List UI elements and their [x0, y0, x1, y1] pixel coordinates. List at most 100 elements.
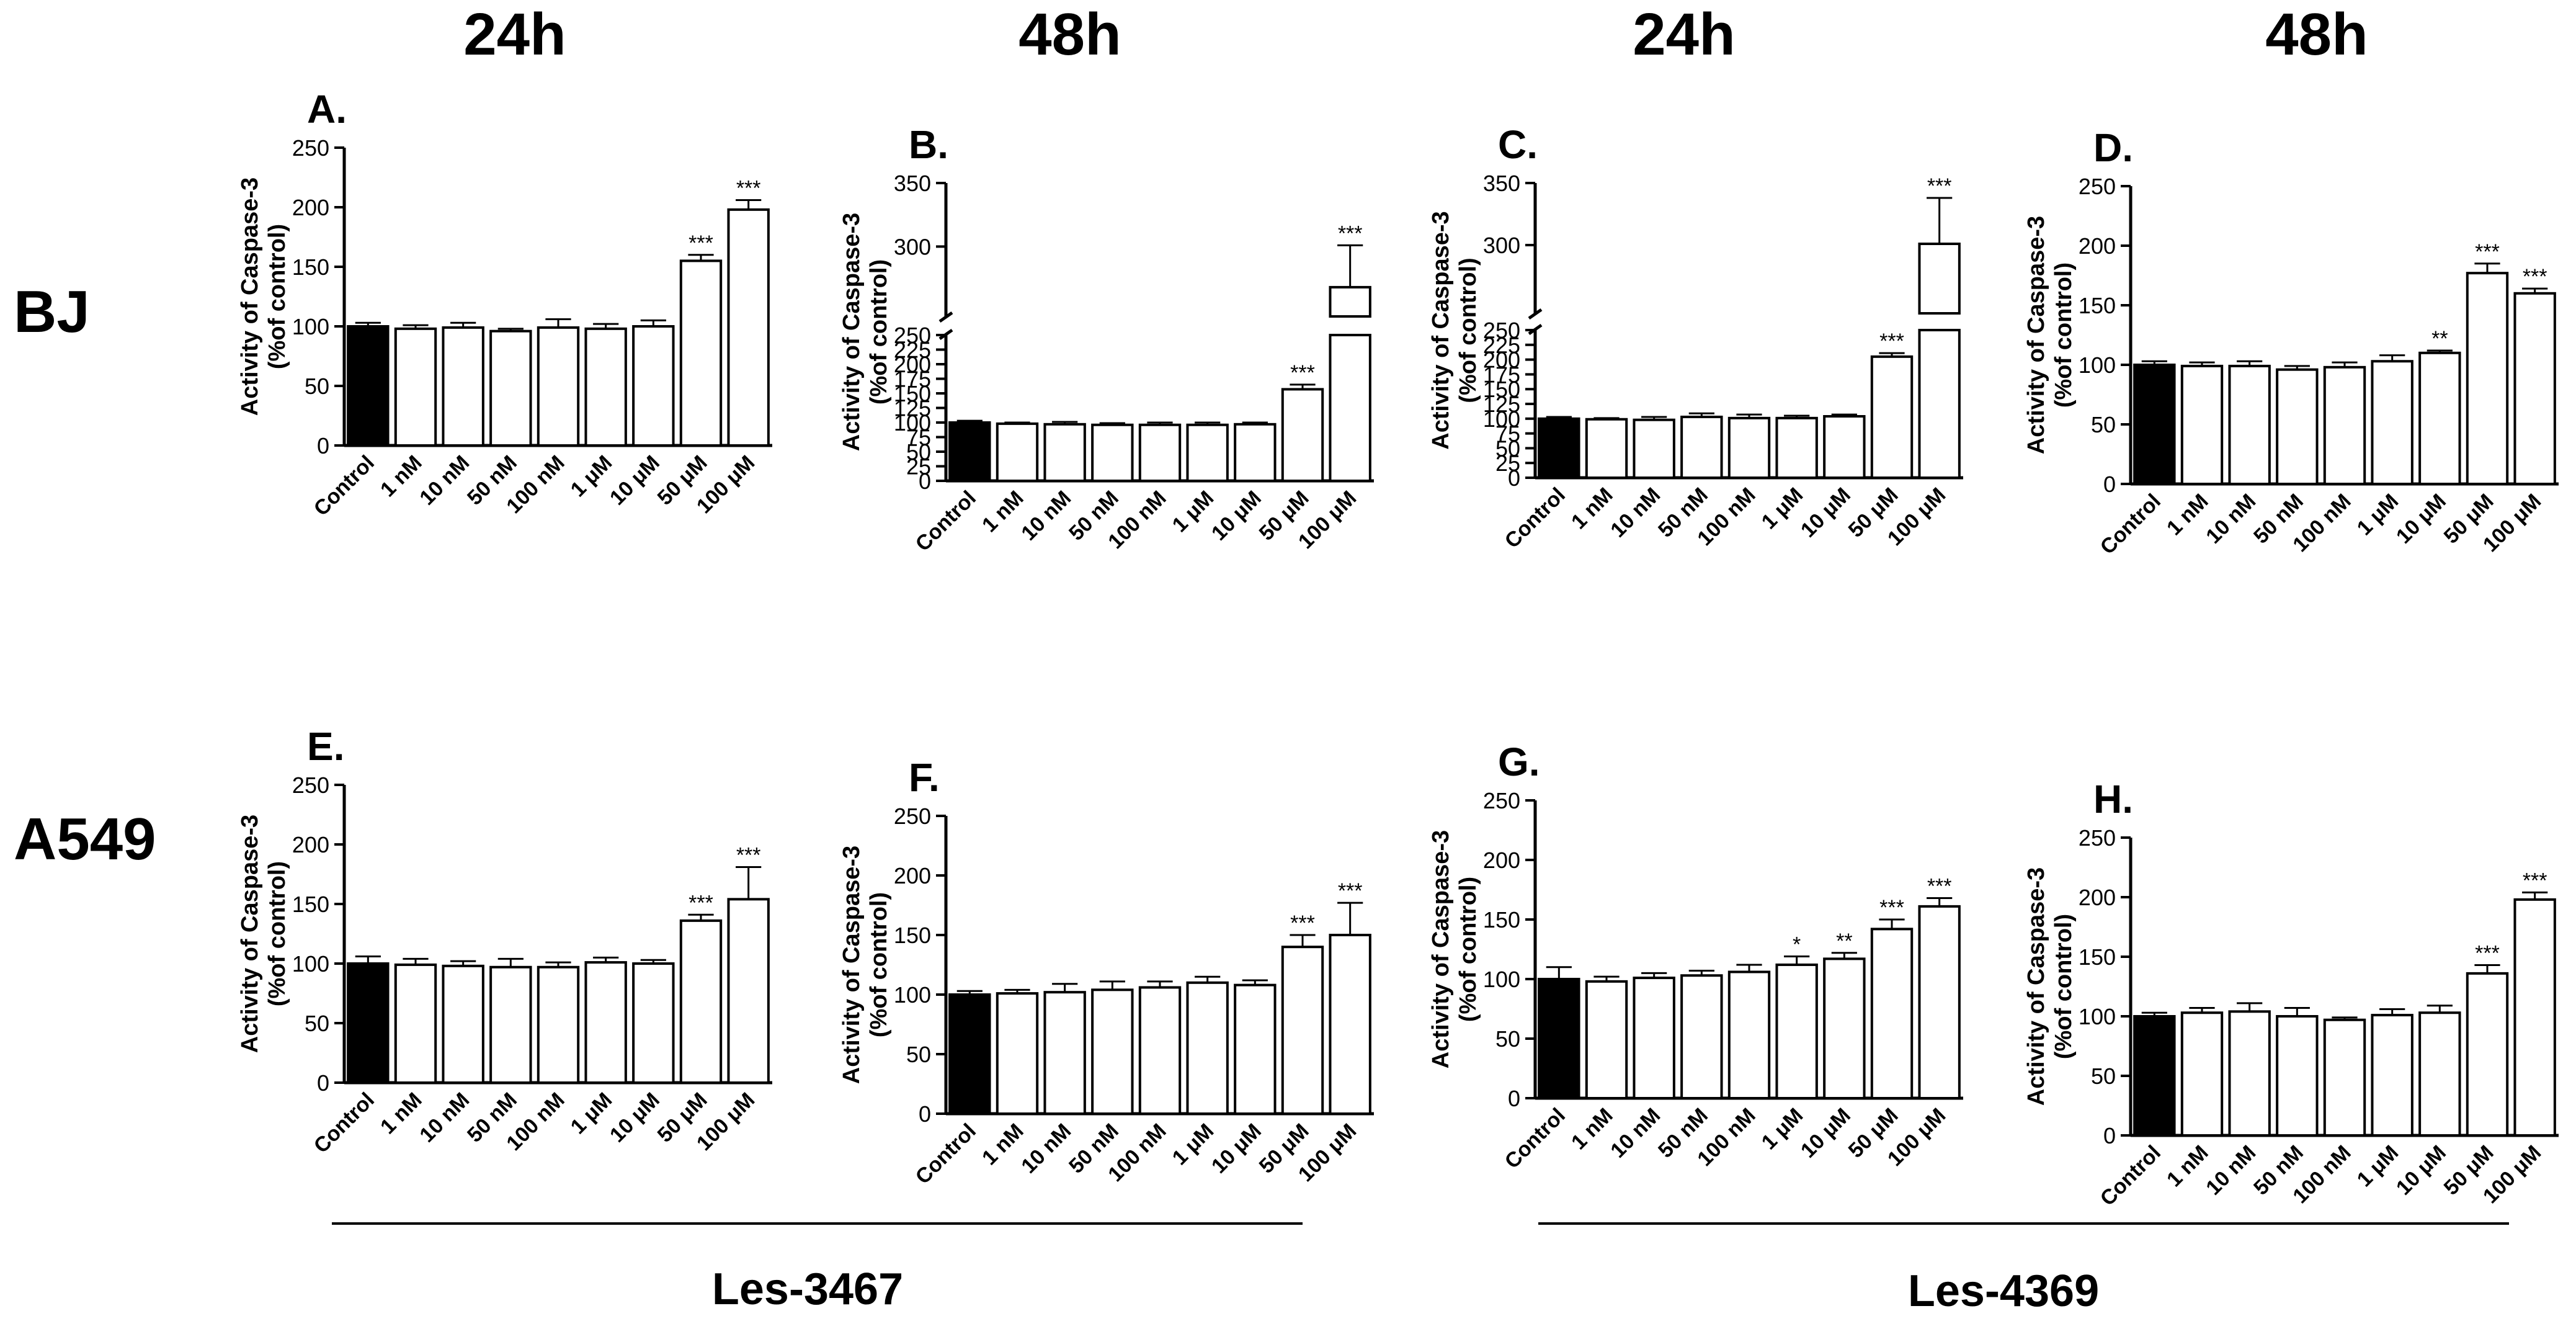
y-tick-label: 250 — [894, 803, 931, 829]
bar — [1585, 980, 1628, 1099]
bar — [2133, 1015, 2176, 1137]
bar — [1680, 974, 1723, 1099]
x-tick-label: 10 nM — [415, 1088, 474, 1147]
significance-marker: *** — [1879, 329, 1904, 353]
x-tick-label: Control — [310, 1088, 379, 1158]
y-tick-label: 0 — [919, 1101, 931, 1127]
x-tick-label: 10 nM — [1606, 483, 1665, 542]
y-tick-label: 100 — [292, 951, 329, 977]
bar — [679, 259, 723, 447]
y-axis-label: Activity of Caspase-3 — [237, 815, 263, 1053]
bar — [2133, 364, 2176, 485]
y-tick-label: 0 — [919, 468, 931, 494]
y-tick-label: 125 — [1483, 392, 1520, 417]
bar — [996, 992, 1039, 1115]
x-tick-label: 10 nM — [1606, 1104, 1665, 1163]
axis-break-mark — [1528, 308, 1543, 320]
y-tick-label: 150 — [894, 381, 931, 406]
chart-panel-b: B. Activity of Caspase-3 (%of control) 0255… — [839, 122, 1374, 556]
y-axis-label-unit: (%of control) — [2051, 262, 2077, 408]
y-tick-label: 50 — [906, 1042, 931, 1067]
chart-panel-g: G. Activity of Caspase-3 (%of control) 0 50 1… — [1428, 740, 1963, 1173]
x-tick-label: 10 μM — [1207, 486, 1266, 545]
x-tick-label: Control — [2096, 490, 2165, 559]
y-tick-label: 200 — [1483, 347, 1520, 373]
column-heading-bj-les3467-48h: 48h — [1018, 1, 1121, 68]
y-axis-label-unit: (%of control) — [1455, 257, 1481, 403]
row-label-a549: A549 — [14, 806, 156, 872]
y-axis-label: Activity of Caspase-3 — [1428, 830, 1454, 1068]
x-tick-label: Control — [2096, 1141, 2165, 1210]
x-tick-label: 10 nM — [1017, 486, 1076, 545]
significance-marker: *** — [1290, 361, 1315, 385]
bar — [394, 963, 437, 1085]
x-tick-label: 10 μM — [2392, 1141, 2451, 1200]
y-tick-label: 300 — [1483, 233, 1520, 258]
significance-marker: *** — [1927, 874, 1952, 898]
bar — [2323, 1018, 2366, 1137]
bar — [584, 327, 627, 447]
panel-letter: F. — [909, 755, 940, 800]
significance-marker: *** — [689, 231, 713, 255]
bar — [1234, 983, 1277, 1116]
significance-marker: *** — [1290, 911, 1315, 935]
x-tick-label: Control — [911, 1119, 981, 1189]
y-axis-label: Activity of Caspase-3 — [2023, 867, 2049, 1106]
bar — [1823, 414, 1866, 480]
significance-marker: *** — [2523, 265, 2547, 289]
bar — [1585, 418, 1628, 480]
panel-letter: E. — [307, 724, 344, 769]
x-tick-label: 10 μM — [605, 451, 664, 510]
bar — [1091, 423, 1134, 483]
y-tick-label: 150 — [1483, 907, 1520, 933]
y-tick-label: 150 — [2079, 944, 2116, 970]
y-tick-label: 150 — [292, 892, 329, 917]
bar — [394, 327, 437, 447]
y-tick-label: 200 — [2079, 233, 2116, 259]
significance-marker: *** — [1338, 879, 1363, 903]
bar — [2180, 1011, 2224, 1137]
significance-marker: ** — [2431, 327, 2448, 351]
panel-letter: B. — [909, 122, 948, 167]
y-tick-label: 250 — [2079, 825, 2116, 851]
bar — [1633, 977, 1675, 1099]
bar — [2228, 1010, 2271, 1137]
bar — [1727, 970, 1771, 1100]
y-tick-label: 50 — [2091, 1063, 2116, 1089]
bar — [2466, 272, 2509, 485]
y-tick-label: 225 — [894, 338, 931, 363]
x-tick-label: 10 nM — [1017, 1119, 1076, 1178]
bar — [1138, 986, 1182, 1116]
bar — [1538, 978, 1580, 1099]
y-tick-label: 0 — [1508, 1086, 1520, 1111]
y-tick-label: 250 — [292, 135, 329, 161]
bar — [2228, 364, 2271, 486]
bar — [1918, 329, 1961, 479]
significance-marker: *** — [1338, 222, 1363, 245]
significance-marker: ** — [1836, 929, 1852, 953]
bar — [1775, 963, 1818, 1099]
y-tick-label: 100 — [894, 410, 931, 436]
y-axis-label: Activity of Caspase-3 — [1428, 211, 1454, 449]
significance-marker: *** — [736, 843, 761, 867]
significance-marker: *** — [2475, 240, 2500, 264]
y-tick-label: 50 — [305, 374, 329, 399]
bar — [1823, 957, 1866, 1099]
y-tick-label: 225 — [1483, 333, 1520, 358]
bar — [489, 965, 532, 1085]
bar — [2466, 972, 2509, 1137]
bar — [727, 208, 770, 447]
bar — [2276, 368, 2319, 485]
y-tick-label: 200 — [1483, 848, 1520, 873]
chart-panel-d: D. Activity of Caspase-3 (%of control) 0 50 1… — [2023, 125, 2559, 559]
x-tick-label: 10 nM — [2201, 1141, 2260, 1200]
bar-upper-segment — [1918, 243, 1961, 315]
y-tick-label: 0 — [317, 433, 329, 459]
y-tick-label: 75 — [1495, 421, 1520, 447]
y-tick-label: 50 — [1495, 436, 1520, 461]
y-tick-label: 50 — [906, 439, 931, 465]
y-tick-label: 75 — [906, 425, 931, 450]
bar — [489, 329, 532, 447]
chart-panel-a: A. Activity of Caspase-3 (%of control) 0 50 1… — [237, 87, 772, 521]
bar-upper-segment — [1329, 285, 1371, 318]
